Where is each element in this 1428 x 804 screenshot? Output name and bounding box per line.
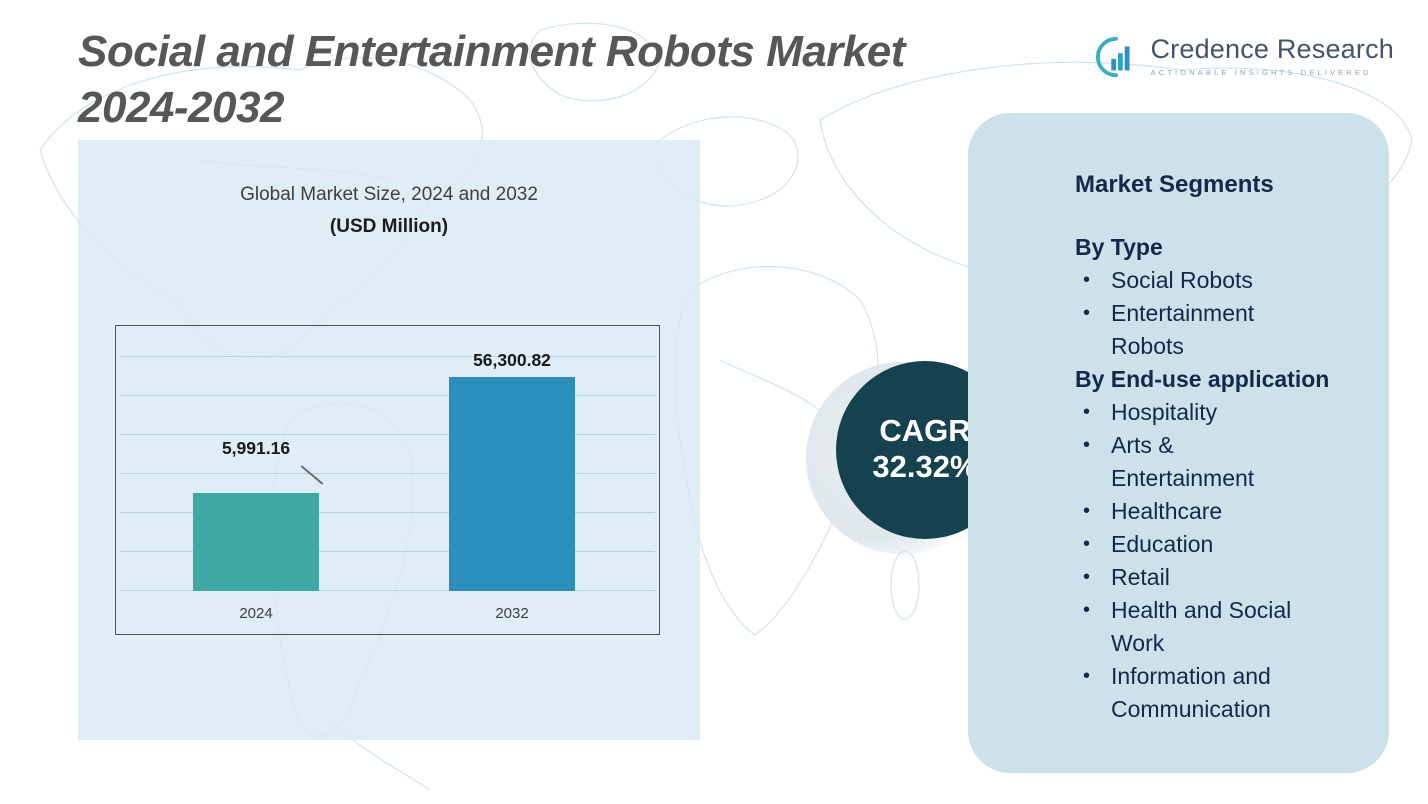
segment-item: Entertainment Robots xyxy=(1075,297,1365,363)
bar-category-2032: 2032 xyxy=(495,605,529,622)
credence-logo-icon xyxy=(1096,36,1130,78)
segment-item: Hospitality xyxy=(1075,396,1365,429)
page-title-line1: Social and Entertainment Robots Market xyxy=(78,27,905,76)
logo-text-block: Credence Research Actionable Insights De… xyxy=(1150,34,1394,77)
segment-item: Arts & Entertainment xyxy=(1075,429,1365,495)
segment-item: Retail xyxy=(1075,561,1365,594)
segment-item: Education xyxy=(1075,528,1365,561)
segment-item: Information and Communication xyxy=(1075,660,1365,726)
segment-item: Healthcare xyxy=(1075,495,1365,528)
cagr-value: 32.32% xyxy=(872,449,978,485)
market-segments-content: Market Segments By Type Social Robots En… xyxy=(968,113,1389,726)
cagr-label: CAGR xyxy=(879,412,971,448)
bar-value-2032: 56,300.82 xyxy=(473,350,551,370)
logo-name: Credence Research xyxy=(1150,34,1394,64)
segment-list-by-end-use: Hospitality Arts & Entertainment Healthc… xyxy=(1075,396,1365,726)
segments-heading: Market Segments xyxy=(1075,171,1274,198)
chart-title: Global Market Size, 2024 and 2032 xyxy=(240,184,538,205)
market-segments-panel: Market Segments By Type Social Robots En… xyxy=(968,113,1389,773)
page-title-line2: 2024-2032 xyxy=(78,83,284,133)
segment-item: Social Robots xyxy=(1075,264,1365,297)
credence-research-logo: Credence Research Actionable Insights De… xyxy=(1095,34,1394,80)
bar-chart: 5,991.16 56,300.82 2024 2032 xyxy=(115,325,660,635)
segment-group-by-end-use: By End-use application xyxy=(1075,366,1330,392)
chart-subtitle: (USD Million) xyxy=(329,216,449,237)
bar-category-2024: 2024 xyxy=(239,605,273,622)
segment-group-by-type: By Type xyxy=(1075,234,1163,260)
logo-tagline: Actionable Insights Delivered xyxy=(1150,68,1372,77)
page-title: Social and Entertainment Robots Market 2… xyxy=(78,24,1078,137)
bar-value-2024: 5,991.16 xyxy=(221,438,291,458)
bar-2024 xyxy=(193,493,319,591)
segment-list-by-type: Social Robots Entertainment Robots xyxy=(1075,264,1365,363)
segment-item: Health and Social Work xyxy=(1075,594,1365,660)
bar-2032 xyxy=(449,377,575,591)
